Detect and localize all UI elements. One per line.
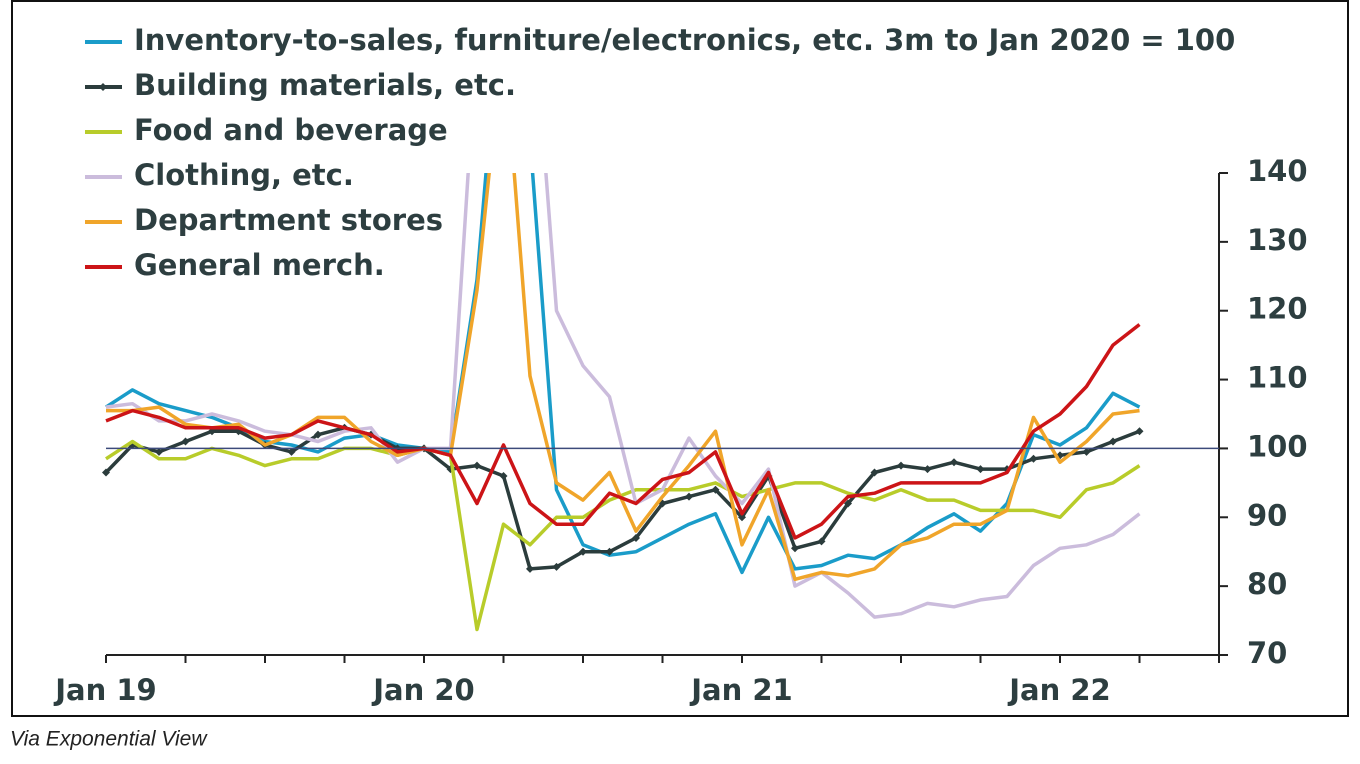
- y-tick-label: 70: [1247, 636, 1287, 670]
- series-line: [105, 323, 1141, 540]
- legend-label: General merch.: [134, 248, 385, 282]
- series-line: [105, 439, 1141, 632]
- series-marker: [976, 465, 985, 474]
- y-tick-label: 120: [1247, 292, 1308, 326]
- series-marker: [314, 430, 322, 439]
- series-marker: [552, 562, 561, 571]
- series-marker: [791, 544, 799, 553]
- series-marker: [844, 499, 852, 508]
- series-marker: [287, 447, 296, 456]
- series-marker: [897, 461, 905, 470]
- series-marker: [155, 447, 163, 456]
- legend-label: Clothing, etc.: [134, 158, 354, 192]
- series-marker: [950, 458, 958, 467]
- y-tick-label: 110: [1247, 361, 1308, 395]
- series-line: [105, 173, 1141, 619]
- series-marker: [1029, 454, 1038, 463]
- series-marker: [499, 471, 508, 480]
- legend-marker: [99, 83, 107, 91]
- series-marker: [685, 492, 693, 501]
- y-tick-label: 140: [1247, 154, 1308, 188]
- series-marker: [1135, 427, 1144, 436]
- frame: [11, 0, 1349, 717]
- x-tick-label: Jan 21: [689, 673, 792, 707]
- series-marker: [605, 547, 614, 556]
- x-tick-label: Jan 19: [53, 673, 156, 707]
- legend-label: Department stores: [134, 203, 443, 237]
- series-marker: [181, 437, 190, 446]
- series-marker: [473, 461, 481, 470]
- y-tick-label: 90: [1247, 498, 1287, 532]
- series-marker: [579, 547, 587, 556]
- series-marker: [1109, 437, 1117, 446]
- series-marker: [102, 468, 110, 477]
- y-tick-label: 80: [1247, 567, 1287, 601]
- legend-label: Inventory-to-sales, furniture/electronic…: [134, 23, 1235, 57]
- y-tick-label: 100: [1247, 429, 1308, 463]
- series-marker: [870, 468, 879, 477]
- series-marker: [526, 564, 534, 573]
- legend-label: Food and beverage: [134, 113, 448, 147]
- series-marker: [711, 485, 720, 494]
- legend-label: Building materials, etc.: [134, 68, 516, 102]
- series-marker: [738, 513, 746, 522]
- x-tick-label: Jan 20: [371, 673, 474, 707]
- series-marker: [817, 537, 826, 546]
- series-marker: [1082, 447, 1091, 456]
- x-tick-label: Jan 22: [1007, 673, 1110, 707]
- source: Via Exponential View: [10, 728, 208, 751]
- y-tick-label: 130: [1247, 223, 1308, 257]
- series-line: [106, 173, 1140, 582]
- series-marker: [632, 533, 640, 542]
- series-marker: [923, 465, 932, 474]
